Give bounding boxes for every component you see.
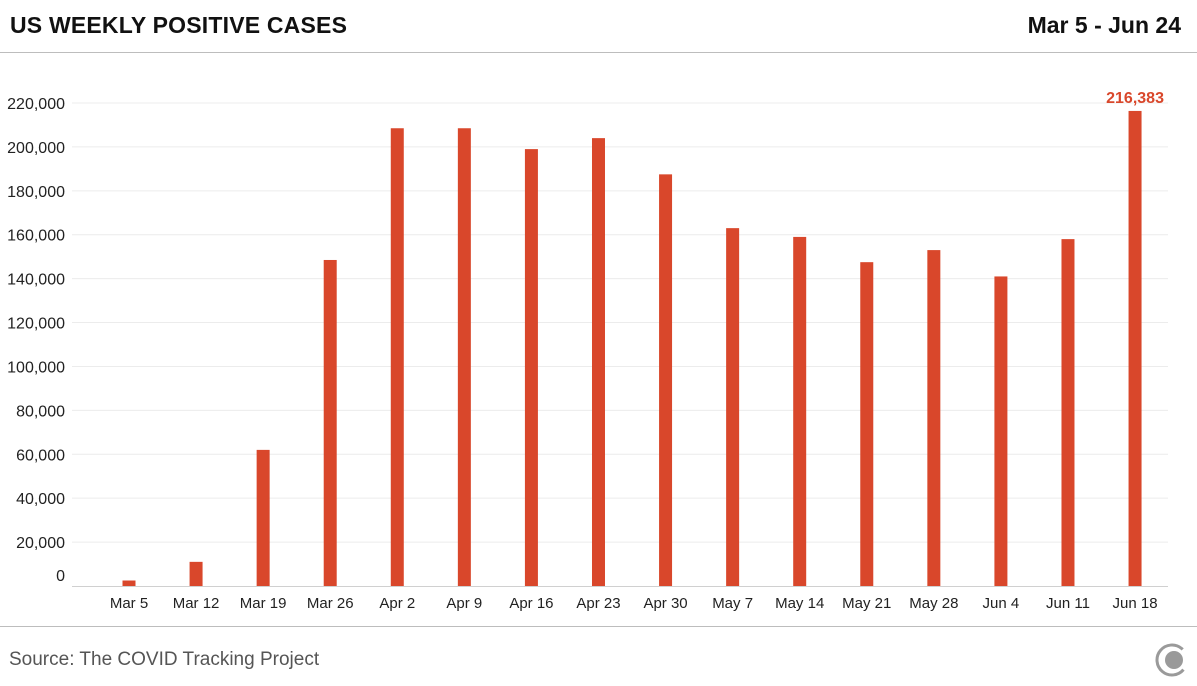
chart-title: US WEEKLY POSITIVE CASES bbox=[10, 12, 348, 38]
covid-tracking-project-logo-icon bbox=[1155, 643, 1189, 677]
y-tick-label: 40,000 bbox=[16, 491, 65, 508]
x-tick-label: Jun 4 bbox=[983, 595, 1020, 612]
bar bbox=[524, 149, 538, 586]
x-tick-label: Mar 26 bbox=[307, 595, 354, 612]
y-tick-label: 120,000 bbox=[7, 316, 65, 333]
bar bbox=[189, 561, 203, 586]
x-tick-label: Mar 5 bbox=[110, 595, 148, 612]
x-tick-label: Apr 16 bbox=[509, 595, 553, 612]
y-tick-label: 20,000 bbox=[16, 535, 65, 552]
x-tick-label: May 28 bbox=[909, 595, 958, 612]
y-tick-label: 180,000 bbox=[7, 184, 65, 201]
y-tick-label: 60,000 bbox=[16, 447, 65, 464]
x-tick-label: Apr 23 bbox=[576, 595, 620, 612]
x-tick-label: Mar 12 bbox=[173, 595, 220, 612]
x-tick-label: Apr 9 bbox=[446, 595, 482, 612]
x-tick-label: Jun 18 bbox=[1113, 595, 1158, 612]
x-tick-label: May 21 bbox=[842, 595, 891, 612]
y-tick-label: 80,000 bbox=[16, 403, 65, 420]
y-tick-label: 200,000 bbox=[7, 140, 65, 157]
x-tick-label: Apr 30 bbox=[643, 595, 687, 612]
bar bbox=[256, 449, 270, 586]
bar bbox=[726, 228, 740, 586]
x-tick-label: Mar 19 bbox=[240, 595, 287, 612]
bar bbox=[390, 128, 404, 586]
bar bbox=[860, 262, 874, 586]
bar bbox=[994, 276, 1008, 586]
bar bbox=[927, 250, 941, 586]
x-tick-label: Jun 11 bbox=[1046, 595, 1090, 612]
x-tick-label: May 7 bbox=[712, 595, 753, 612]
chart-header: US WEEKLY POSITIVE CASES Mar 5 - Jun 24 bbox=[0, 0, 1197, 53]
bar bbox=[793, 236, 807, 586]
bar bbox=[323, 259, 337, 586]
bar bbox=[1061, 239, 1075, 587]
bar bbox=[122, 580, 136, 586]
x-tick-label: Apr 2 bbox=[379, 595, 415, 612]
data-label: 216,383 bbox=[1106, 90, 1164, 107]
y-tick-label: 100,000 bbox=[7, 359, 65, 376]
bar bbox=[591, 138, 605, 587]
bar bbox=[457, 128, 471, 586]
x-tick-label: May 14 bbox=[775, 595, 824, 612]
y-tick-label: 0 bbox=[56, 568, 65, 585]
bar bbox=[659, 174, 673, 586]
bar-chart: 0 20,000 40,000 60,000 80,000 100,000 120,000 1… bbox=[7, 90, 1168, 612]
source-note: Source: The COVID Tracking Project bbox=[9, 649, 320, 670]
chart-footer: Source: The COVID Tracking Project bbox=[0, 626, 1197, 686]
y-tick-label: 220,000 bbox=[7, 96, 65, 113]
y-tick-label: 140,000 bbox=[7, 272, 65, 289]
date-range: Mar 5 - Jun 24 bbox=[1027, 12, 1181, 38]
bar bbox=[1128, 110, 1142, 587]
y-tick-label: 160,000 bbox=[7, 228, 65, 245]
